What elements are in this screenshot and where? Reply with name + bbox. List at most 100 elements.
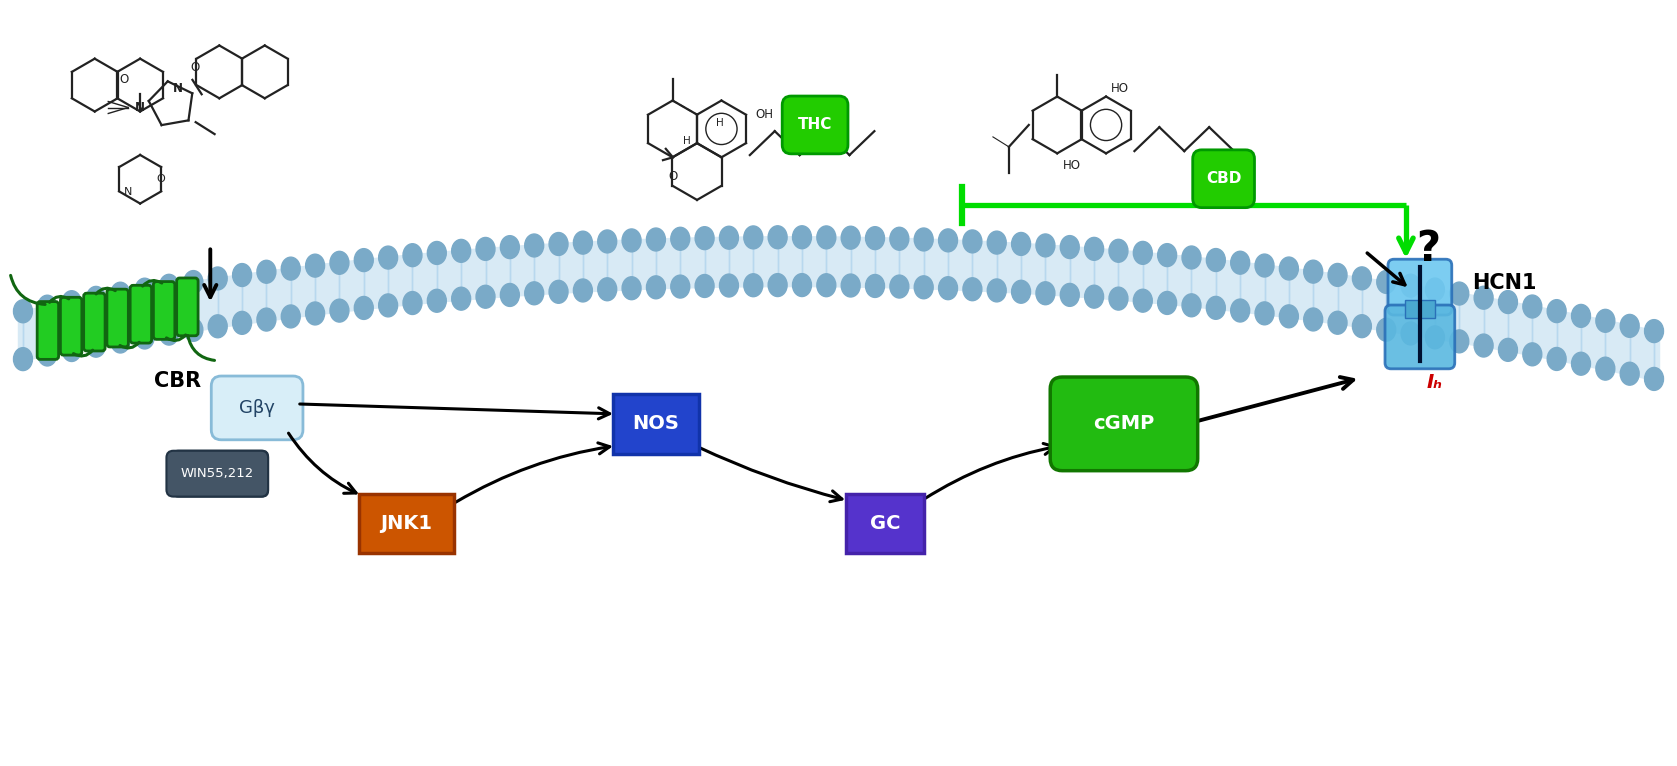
Ellipse shape (963, 230, 981, 253)
FancyBboxPatch shape (131, 285, 151, 343)
Ellipse shape (548, 280, 569, 303)
FancyBboxPatch shape (211, 376, 304, 440)
Ellipse shape (646, 228, 666, 251)
Ellipse shape (1157, 244, 1177, 267)
Text: N: N (173, 82, 183, 95)
Ellipse shape (1425, 326, 1444, 349)
Text: H: H (683, 136, 691, 146)
FancyBboxPatch shape (176, 278, 198, 336)
Ellipse shape (1597, 357, 1615, 380)
FancyBboxPatch shape (1050, 377, 1197, 470)
Ellipse shape (1254, 254, 1275, 277)
Ellipse shape (379, 246, 397, 269)
Ellipse shape (793, 226, 812, 249)
Ellipse shape (476, 237, 495, 260)
Ellipse shape (379, 294, 397, 317)
Ellipse shape (428, 290, 446, 313)
Ellipse shape (646, 276, 666, 299)
Ellipse shape (1571, 304, 1590, 327)
Text: CBR: CBR (154, 371, 201, 391)
Ellipse shape (1645, 368, 1664, 391)
Ellipse shape (1571, 352, 1590, 375)
Ellipse shape (1108, 239, 1129, 262)
Ellipse shape (1425, 278, 1444, 301)
FancyBboxPatch shape (173, 450, 268, 496)
Text: HO: HO (1063, 159, 1080, 172)
FancyBboxPatch shape (845, 493, 924, 553)
Ellipse shape (111, 330, 129, 353)
Ellipse shape (62, 339, 80, 362)
Text: N: N (136, 101, 146, 114)
Ellipse shape (1011, 233, 1031, 255)
Text: O: O (156, 174, 164, 185)
Ellipse shape (1134, 290, 1152, 313)
Ellipse shape (451, 240, 471, 262)
Ellipse shape (1303, 260, 1323, 283)
Ellipse shape (1377, 319, 1395, 341)
Ellipse shape (282, 257, 300, 280)
Ellipse shape (1474, 286, 1493, 309)
Ellipse shape (159, 322, 178, 345)
Ellipse shape (1548, 300, 1566, 322)
Ellipse shape (597, 230, 617, 253)
Text: O: O (190, 61, 200, 74)
Ellipse shape (233, 312, 252, 334)
Ellipse shape (865, 227, 884, 250)
Ellipse shape (330, 251, 349, 274)
Ellipse shape (1377, 270, 1395, 293)
Ellipse shape (1499, 290, 1518, 313)
Ellipse shape (1645, 319, 1664, 342)
Ellipse shape (257, 260, 277, 283)
FancyBboxPatch shape (60, 297, 82, 355)
Ellipse shape (1011, 280, 1031, 303)
Text: HCN1: HCN1 (1472, 273, 1536, 293)
FancyBboxPatch shape (166, 450, 268, 496)
Ellipse shape (13, 348, 32, 371)
Ellipse shape (525, 234, 543, 257)
Ellipse shape (768, 273, 787, 296)
Ellipse shape (1036, 234, 1055, 257)
Ellipse shape (13, 300, 32, 322)
Ellipse shape (305, 254, 325, 277)
Ellipse shape (622, 229, 641, 252)
Ellipse shape (1157, 292, 1177, 314)
Ellipse shape (1328, 264, 1347, 286)
Ellipse shape (817, 273, 835, 296)
Text: WIN55,212: WIN55,212 (186, 467, 255, 480)
Ellipse shape (1451, 330, 1469, 353)
Ellipse shape (914, 276, 932, 299)
Text: O: O (667, 170, 678, 183)
Ellipse shape (939, 277, 958, 300)
Ellipse shape (39, 343, 57, 366)
Ellipse shape (1231, 251, 1249, 274)
Ellipse shape (988, 231, 1006, 254)
Ellipse shape (354, 296, 374, 319)
Ellipse shape (257, 308, 277, 331)
Ellipse shape (597, 278, 617, 301)
Ellipse shape (939, 229, 958, 252)
Ellipse shape (500, 283, 520, 306)
Ellipse shape (1620, 362, 1638, 385)
FancyBboxPatch shape (37, 302, 59, 359)
Ellipse shape (696, 274, 714, 297)
Ellipse shape (1182, 294, 1201, 317)
Ellipse shape (500, 236, 520, 259)
Text: WIN55,212: WIN55,212 (181, 467, 253, 480)
Text: O: O (119, 73, 129, 86)
Ellipse shape (184, 270, 203, 293)
Ellipse shape (451, 287, 471, 310)
FancyBboxPatch shape (781, 96, 849, 154)
Ellipse shape (1206, 296, 1226, 319)
Ellipse shape (745, 273, 763, 296)
Text: ?: ? (1415, 228, 1441, 270)
Ellipse shape (1085, 237, 1103, 260)
Ellipse shape (1499, 339, 1518, 362)
Ellipse shape (793, 273, 812, 296)
Ellipse shape (1474, 334, 1493, 357)
Ellipse shape (1451, 282, 1469, 305)
Text: JNK1: JNK1 (381, 514, 433, 533)
Ellipse shape (136, 278, 154, 301)
Ellipse shape (402, 292, 423, 315)
Ellipse shape (1303, 308, 1323, 331)
Text: GC: GC (870, 514, 901, 533)
